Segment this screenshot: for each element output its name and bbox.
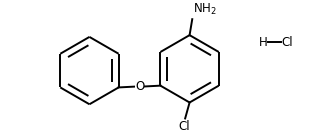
Text: O: O <box>135 80 144 93</box>
Text: Cl: Cl <box>282 36 293 49</box>
Text: H: H <box>259 36 268 49</box>
Text: NH$_2$: NH$_2$ <box>193 2 217 17</box>
Text: Cl: Cl <box>178 120 190 133</box>
